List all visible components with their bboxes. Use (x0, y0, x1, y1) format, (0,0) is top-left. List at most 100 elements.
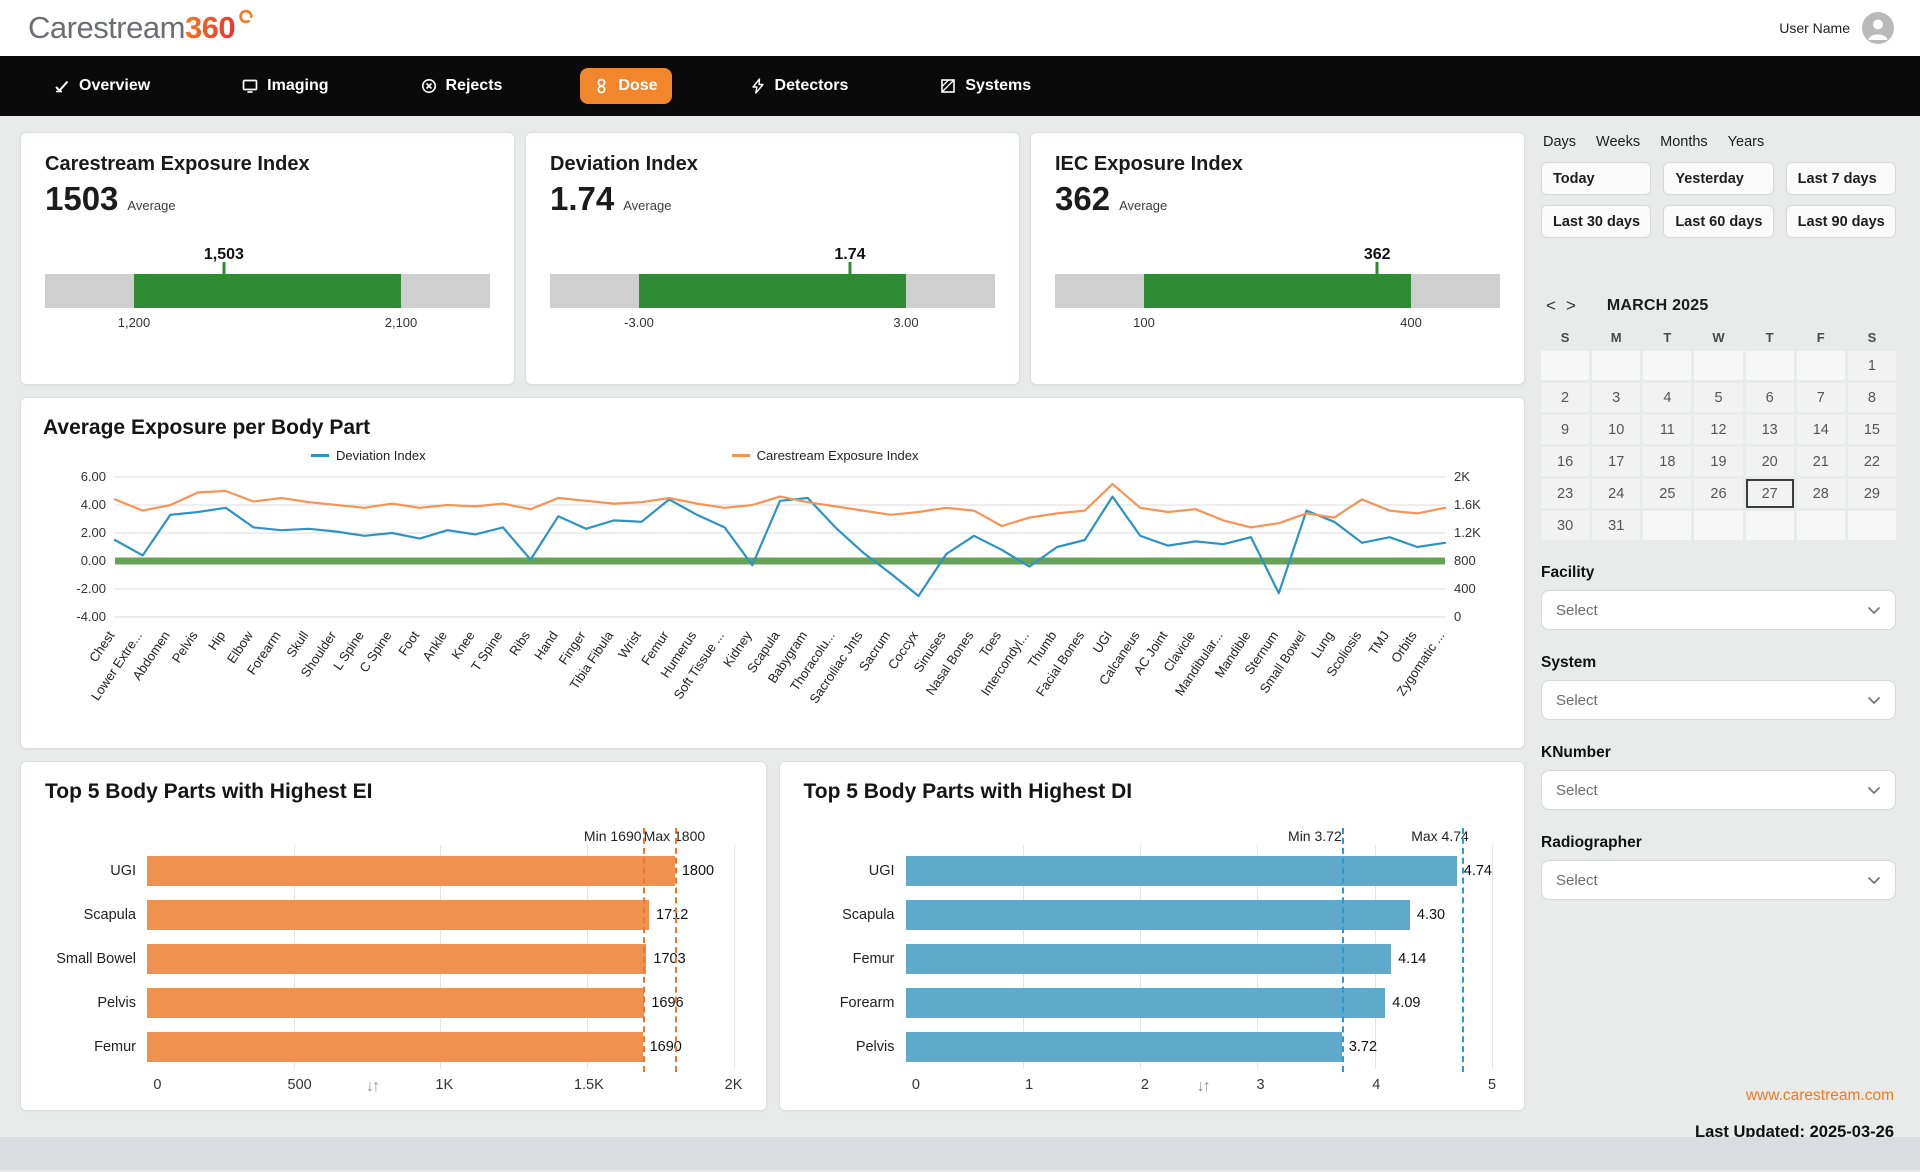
bar[interactable] (147, 856, 675, 886)
calendar-day-4[interactable]: 4 (1643, 383, 1692, 412)
exposure-per-bodypart-card: Average Exposure per Body Part Deviation… (20, 397, 1525, 749)
axis-tick: 5 (1487, 1077, 1497, 1093)
calendar-day-26[interactable]: 26 (1694, 479, 1743, 508)
carestream-website-link[interactable]: www.carestream.com (1745, 1087, 1894, 1104)
nav-item-overview[interactable]: Overview (40, 68, 164, 104)
calendar-day-23[interactable]: 23 (1541, 479, 1590, 508)
calendar-day-25[interactable]: 25 (1643, 479, 1692, 508)
calendar-day-15[interactable]: 15 (1847, 415, 1896, 444)
calendar-day-27[interactable]: 27 (1745, 479, 1794, 508)
nav-item-detectors[interactable]: Detectors (736, 68, 863, 104)
calendar-empty-cell (1796, 351, 1845, 380)
calendar-day-7[interactable]: 7 (1796, 383, 1845, 412)
calendar-day-13[interactable]: 13 (1745, 415, 1794, 444)
chevron-down-icon (1867, 606, 1881, 614)
bar-category-label: Pelvis (855, 1039, 895, 1055)
last-updated-date: 2025-03-26 (1809, 1123, 1894, 1143)
period-tab-months[interactable]: Months (1660, 134, 1708, 150)
bar-chart-di-title: Top 5 Body Parts with Highest DI (803, 780, 1133, 803)
avatar[interactable] (1862, 12, 1894, 44)
radiographer-select[interactable]: Select (1541, 860, 1896, 900)
gauge-marker-tick (222, 262, 226, 274)
calendar-day-5[interactable]: 5 (1694, 383, 1743, 412)
nav-item-imaging[interactable]: Imaging (228, 68, 342, 104)
bar[interactable] (905, 1032, 1342, 1062)
axis-tick: 2K (724, 1077, 743, 1093)
calendar-next-icon[interactable]: > (1565, 296, 1576, 315)
quick-range-last-30-days[interactable]: Last 30 days (1541, 205, 1652, 238)
bar[interactable] (905, 900, 1410, 930)
calendar-day-31[interactable]: 31 (1592, 511, 1641, 540)
logo-swoosh-icon (239, 9, 253, 24)
bar[interactable] (147, 900, 650, 930)
kpi-gauge: 362 100 400 (1055, 246, 1500, 335)
kpi-average-label: Average (1119, 198, 1168, 213)
facility-select[interactable]: Select (1541, 590, 1896, 630)
svg-text:2.00: 2.00 (81, 525, 106, 540)
calendar-day-2[interactable]: 2 (1541, 383, 1590, 412)
nav-item-rejects[interactable]: Rejects (407, 68, 517, 104)
calendar-day-30[interactable]: 30 (1541, 511, 1590, 540)
calendar-day-19[interactable]: 19 (1694, 447, 1743, 476)
calendar-day-9[interactable]: 9 (1541, 415, 1590, 444)
filter-radiographer: Radiographer Select (1541, 834, 1896, 900)
calendar-day-3[interactable]: 3 (1592, 383, 1641, 412)
quick-range-last-90-days[interactable]: Last 90 days (1785, 205, 1896, 238)
svg-text:6.00: 6.00 (81, 469, 106, 484)
calendar-day-22[interactable]: 22 (1847, 447, 1896, 476)
svg-text:1.2K: 1.2K (1454, 525, 1481, 540)
quick-range-yesterday[interactable]: Yesterday (1663, 162, 1774, 195)
svg-text:4.00: 4.00 (81, 497, 106, 512)
period-tab-days[interactable]: Days (1543, 134, 1577, 150)
bar[interactable] (905, 856, 1457, 886)
calendar-day-11[interactable]: 11 (1643, 415, 1692, 444)
calendar-day-1[interactable]: 1 (1847, 351, 1896, 380)
calendar-day-header: T (1663, 329, 1672, 345)
calendar-day-28[interactable]: 28 (1796, 479, 1845, 508)
axis-tick: 500 (287, 1077, 312, 1093)
calendar-day-21[interactable]: 21 (1796, 447, 1845, 476)
bar[interactable] (905, 944, 1392, 974)
bar-plot-area: 1800 1712 1703 1696 1690 (147, 828, 735, 1072)
sort-icon[interactable]: ↓↑ (365, 1078, 380, 1095)
svg-text:Pelvis: Pelvis (169, 628, 201, 666)
bar[interactable] (147, 1032, 643, 1062)
axis-tick: 1 (1025, 1077, 1034, 1093)
sort-icon[interactable]: ↓↑ (1196, 1078, 1211, 1095)
calendar-day-12[interactable]: 12 (1694, 415, 1743, 444)
system-select[interactable]: Select (1541, 680, 1896, 720)
bar[interactable] (147, 988, 645, 1018)
period-tab-weeks[interactable]: Weeks (1596, 134, 1641, 150)
quick-range-last-7-days[interactable]: Last 7 days (1785, 162, 1896, 195)
axis-tick: 4 (1372, 1077, 1381, 1093)
nav-item-dose[interactable]: Dose (580, 68, 672, 104)
min-reference-line (642, 828, 645, 1072)
svg-text:2K: 2K (1454, 469, 1470, 484)
kpi-card-deviation-index: Deviation Index 1.74 Average 1.74 -3.00 … (525, 132, 1020, 385)
calendar-day-20[interactable]: 20 (1745, 447, 1794, 476)
calendar-day-header: F (1816, 329, 1825, 345)
top5-di-card: Top 5 Body Parts with Highest DI Min 3.7… (778, 761, 1525, 1111)
calendar-day-6[interactable]: 6 (1745, 383, 1794, 412)
calendar-day-10[interactable]: 10 (1592, 415, 1641, 444)
calendar-day-24[interactable]: 24 (1592, 479, 1641, 508)
calendar-day-17[interactable]: 17 (1592, 447, 1641, 476)
bar-category-label: Pelvis (97, 995, 136, 1011)
knumber-select[interactable]: Select (1541, 770, 1896, 810)
calendar-day-16[interactable]: 16 (1541, 447, 1590, 476)
svg-text:1.6K: 1.6K (1454, 497, 1481, 512)
calendar-day-18[interactable]: 18 (1643, 447, 1692, 476)
calendar-day-8[interactable]: 8 (1847, 383, 1896, 412)
bar[interactable] (905, 988, 1386, 1018)
quick-range-today[interactable]: Today (1541, 162, 1652, 195)
gauge-range-min: 1,200 (117, 315, 151, 330)
calendar-prev-icon[interactable]: < (1546, 296, 1556, 315)
quick-range-last-60-days[interactable]: Last 60 days (1663, 205, 1774, 238)
nav-item-systems[interactable]: Systems (926, 68, 1045, 104)
bar[interactable] (147, 944, 647, 974)
period-tab-years[interactable]: Years (1727, 134, 1765, 150)
calendar-day-29[interactable]: 29 (1847, 479, 1896, 508)
calendar-day-header: S (1867, 329, 1877, 345)
gauge-bar (1055, 274, 1500, 308)
calendar-day-14[interactable]: 14 (1796, 415, 1845, 444)
